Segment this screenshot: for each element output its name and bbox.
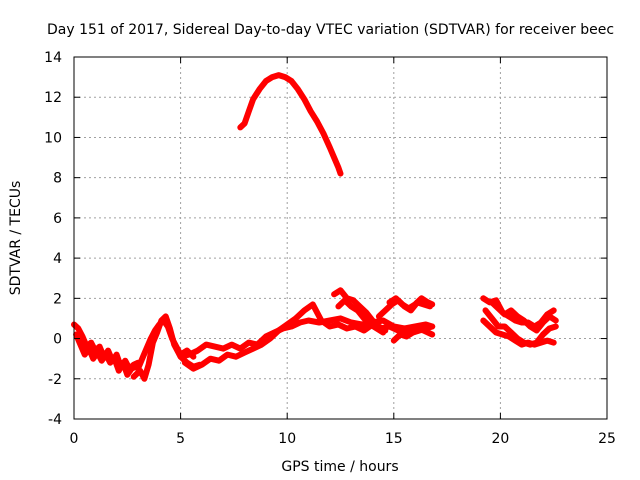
x-axis-label: GPS time / hours [281,459,398,475]
x-tick-label: 25 [598,431,616,447]
x-tick-label: 0 [70,431,79,447]
y-tick-label: 2 [53,291,62,307]
y-tick-label: -2 [48,372,62,388]
x-tick-label: 10 [278,431,296,447]
chart-title: Day 151 of 2017, Sidereal Day-to-day VTE… [47,22,614,38]
y-tick-label: 12 [44,90,62,106]
series-line-track-01 [237,72,344,177]
x-tick-label: 5 [176,431,185,447]
y-tick-label: 10 [44,130,62,146]
y-tick-label: 6 [53,211,62,227]
x-tick-label: 20 [491,431,509,447]
series-line-track-16 [488,299,559,334]
y-tick-label: 0 [53,332,62,348]
y-tick-label: 14 [44,50,62,66]
y-tick-label: 8 [53,171,62,187]
series-line-track-03 [73,331,139,378]
series-line-track-07 [181,301,436,372]
series-line-track-15 [480,317,557,348]
y-tick-label: -4 [48,412,62,428]
data-series [71,72,559,382]
series-line-track-11 [386,295,436,312]
x-tick-label: 15 [385,431,403,447]
series-line-track-09 [335,297,387,336]
plot-frame [73,56,608,420]
grid-lines [74,57,607,419]
series-line-track-06 [177,315,436,360]
series-line-track-12 [390,323,436,344]
axis-ticks: 0 5 10 15 20 25 -4 -2 0 2 4 6 8 10 12 14 [44,50,616,447]
y-axis-label: SDTVAR / TECUs [8,181,24,296]
series-line-track-08 [331,287,389,334]
y-tick-label: 4 [53,251,62,267]
